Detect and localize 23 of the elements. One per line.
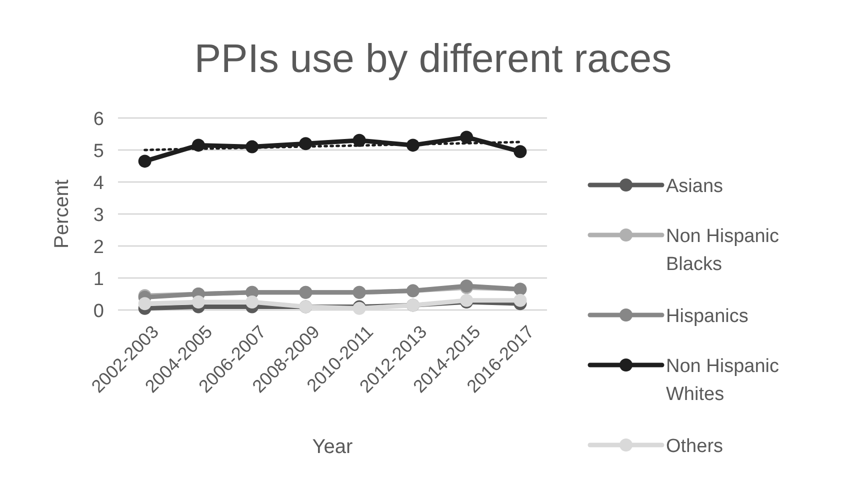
- y-tick-label: 5: [93, 141, 104, 162]
- y-tick-label: 6: [93, 109, 104, 130]
- legend-label: Asians: [666, 176, 724, 197]
- chart-title: PPIs use by different races: [194, 37, 672, 81]
- point: [460, 130, 474, 144]
- point: [138, 297, 152, 310]
- point: [514, 294, 527, 307]
- legend-label: Others: [666, 436, 724, 457]
- point: [514, 145, 527, 158]
- point: [138, 154, 152, 168]
- y-tick-label: 4: [93, 173, 104, 194]
- point: [246, 296, 259, 308]
- y-tick-label: 0: [93, 301, 104, 322]
- x-axis-title: Year: [312, 436, 354, 458]
- legend-label: Hispanics: [666, 306, 748, 327]
- y-axis-title: Percent: [51, 179, 73, 248]
- legend-label: Non Hispanic Blacks: [666, 226, 779, 275]
- y-tick-label: 3: [93, 205, 104, 226]
- point: [352, 134, 366, 147]
- legend-label: Non Hispanic Whites: [666, 356, 779, 405]
- y-tick-label: 2: [93, 237, 104, 258]
- y-tick-label: 1: [93, 269, 104, 290]
- point: [192, 296, 205, 308]
